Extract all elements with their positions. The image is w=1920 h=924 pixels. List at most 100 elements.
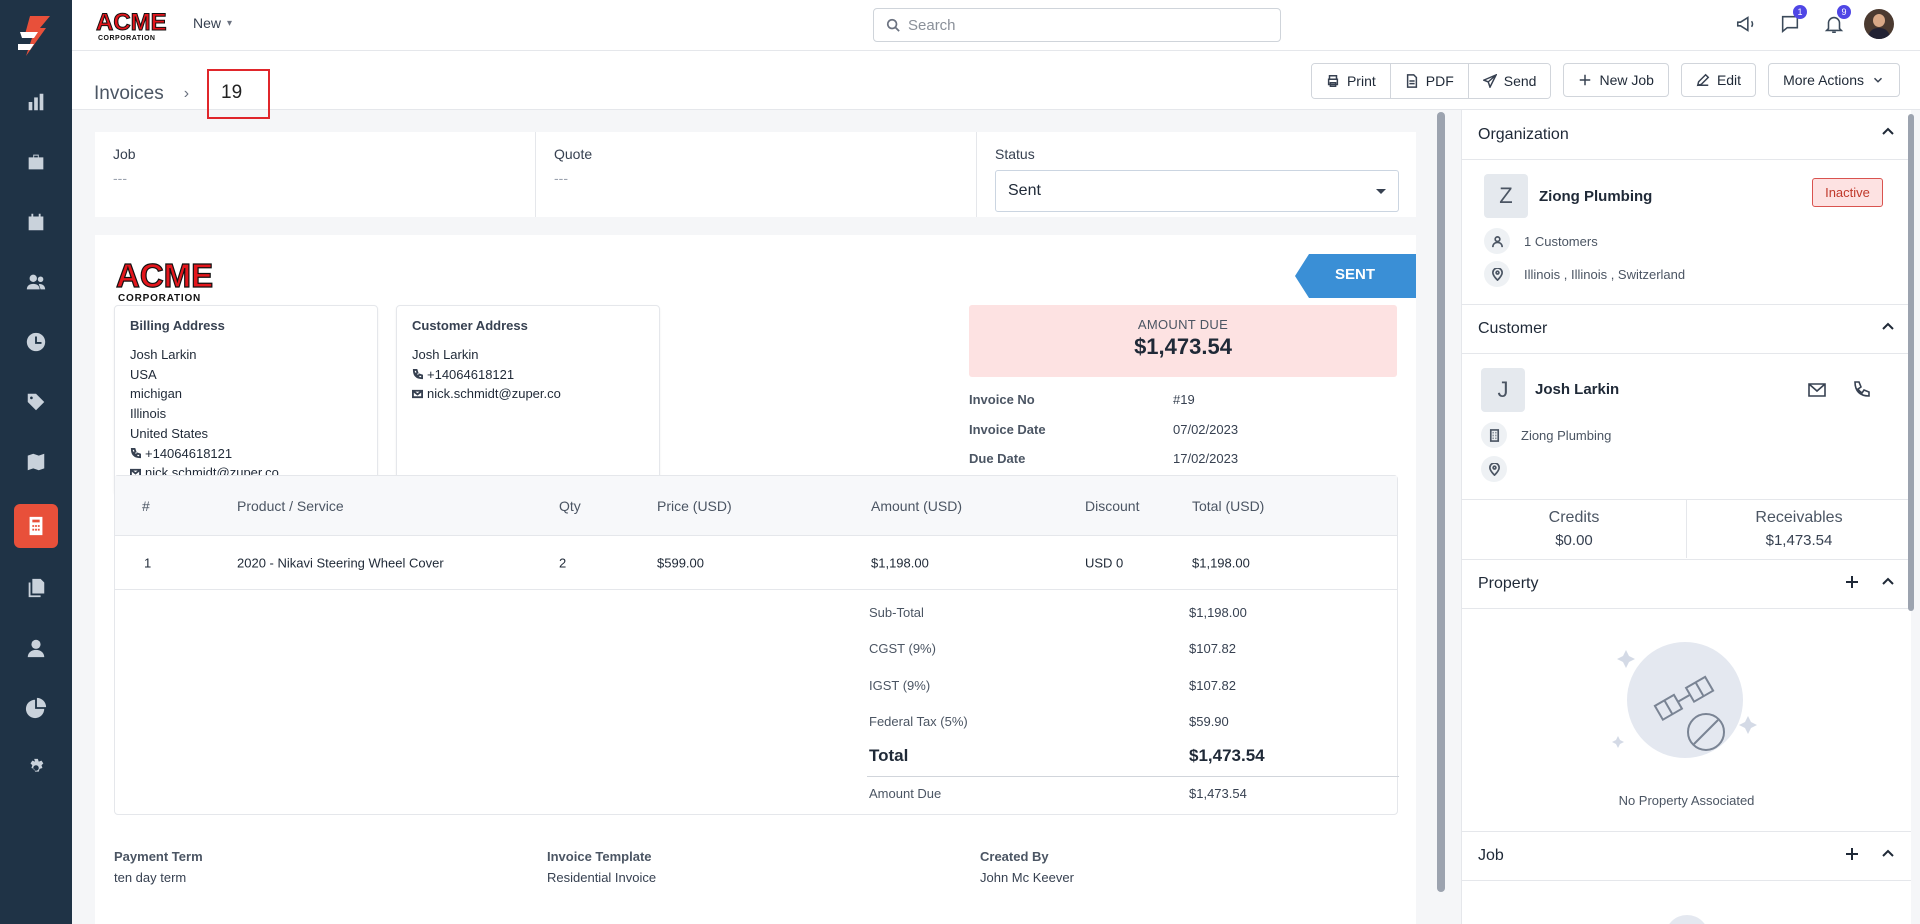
customer-address-title: Customer Address (412, 318, 528, 333)
send-icon (1482, 74, 1497, 88)
zuper-logo-icon[interactable] (16, 14, 56, 58)
customer-address-card: Customer Address Josh Larkin +1406461812… (396, 305, 660, 495)
print-button[interactable]: Print (1311, 64, 1390, 98)
customer-title: Customer (1478, 320, 1548, 337)
acme-logo[interactable]: ACME CORPORATION (94, 8, 174, 43)
col-discount: Discount (1085, 497, 1140, 514)
customer-address-name: Josh Larkin (412, 347, 479, 362)
location-pin-icon (1481, 456, 1507, 482)
add-job-icon[interactable] (1845, 847, 1859, 866)
col-qty: Qty (559, 497, 581, 514)
global-search[interactable] (873, 8, 1281, 42)
products-icon (27, 393, 45, 411)
invoices-icon (29, 516, 43, 536)
caret-down-icon (1376, 188, 1386, 194)
billing-address-card: Billing Address Josh Larkin USA michigan… (114, 305, 378, 495)
property-section-header[interactable]: Property (1462, 559, 1911, 609)
table-header: # Product / Service Qty Price (USD) Amou… (115, 476, 1397, 536)
chevron-right-icon: › (183, 85, 190, 102)
organization-customers-count: 1 Customers (1524, 233, 1598, 249)
customer-controls (1881, 320, 1895, 339)
nav-documents[interactable] (14, 566, 58, 610)
customer-financials: Credits $0.00 Receivables $1,473.54 (1462, 499, 1911, 558)
new-job-button[interactable]: New Job (1563, 63, 1669, 97)
nav-invoices[interactable] (14, 504, 58, 548)
credits-value: $0.00 (1555, 532, 1593, 549)
nav-calendar[interactable] (14, 200, 58, 244)
quote-field: Quote --- (536, 132, 977, 217)
svg-text:ACME: ACME (96, 9, 167, 36)
new-menu-button[interactable]: New ▾ (193, 15, 232, 31)
invoice-info: Invoice No #19 Invoice Date 07/02/2023 D… (969, 392, 1397, 481)
col-number: # (142, 497, 150, 514)
nav-products[interactable] (14, 380, 58, 424)
output-button-group: Print PDF Send (1310, 63, 1552, 99)
organization-controls (1881, 125, 1895, 144)
organization-section-header[interactable]: Organization (1462, 110, 1911, 160)
job-section-header[interactable]: Job (1462, 831, 1911, 881)
main-scrollbar[interactable] (1437, 112, 1445, 892)
organization-status-badge: Inactive (1812, 178, 1883, 207)
plus-icon (1580, 74, 1591, 86)
announcements-button[interactable] (1732, 9, 1760, 39)
property-controls (1845, 575, 1895, 594)
send-button[interactable]: Send (1467, 64, 1551, 98)
panel-scrollbar[interactable] (1908, 114, 1914, 611)
status-dropdown[interactable]: Sent (995, 170, 1399, 212)
nav-users[interactable] (14, 626, 58, 670)
nav-dashboard[interactable] (14, 80, 58, 124)
cgst-label: CGST (9%) (869, 641, 936, 656)
more-actions-button[interactable]: More Actions (1768, 63, 1900, 97)
chevron-up-icon[interactable] (1881, 320, 1895, 339)
row-number: 1 (144, 555, 152, 570)
nav-customers[interactable] (14, 260, 58, 304)
amount-due-row-label: Amount Due (869, 786, 942, 801)
notifications-button[interactable]: 9 (1820, 5, 1851, 39)
person-icon (1484, 228, 1510, 254)
organization-avatar: Z (1484, 174, 1528, 218)
payment-term-field: Payment Term ten day term (114, 849, 203, 885)
customer-section-header[interactable]: Customer (1462, 304, 1911, 354)
invoice-date-label: Invoice Date (969, 421, 1046, 437)
chevron-up-icon[interactable] (1881, 125, 1895, 144)
nav-map[interactable] (14, 440, 58, 484)
breadcrumb-invoices[interactable]: Invoices (94, 83, 164, 104)
customer-phone-row: +14064618121 (412, 365, 644, 385)
pdf-button[interactable]: PDF (1389, 64, 1468, 98)
nav-settings[interactable] (14, 746, 58, 790)
organization-location-row: Illinois , Illinois , Switzerland (1484, 261, 1685, 287)
search-icon (886, 18, 900, 32)
user-avatar[interactable] (1864, 9, 1894, 39)
customers-icon (26, 274, 46, 290)
megaphone-icon (1736, 16, 1754, 32)
subtotal-label: Sub-Total (869, 605, 924, 620)
customer-name[interactable]: Josh Larkin (1535, 381, 1620, 398)
col-price: Price (USD) (657, 497, 732, 514)
mail-icon (412, 385, 423, 399)
receivables-label: Receivables (1755, 509, 1843, 526)
edit-button[interactable]: Edit (1680, 63, 1757, 97)
document-icon (1406, 74, 1417, 88)
chevron-up-icon[interactable] (1881, 847, 1895, 866)
phone-icon[interactable] (1851, 380, 1871, 400)
printer-icon (1327, 75, 1339, 87)
details-panel: Organization Z Ziong Plumbing Inactive 1… (1461, 110, 1911, 924)
organization-name[interactable]: Ziong Plumbing (1539, 188, 1653, 205)
nav-jobs[interactable] (14, 140, 58, 184)
acme-invoice-logo: ACME CORPORATION (115, 257, 213, 303)
nav-timesheet[interactable] (14, 320, 58, 364)
search-input[interactable] (908, 16, 1248, 34)
property-title: Property (1478, 575, 1539, 592)
row-amount: $1,198.00 (871, 555, 929, 570)
mail-icon[interactable] (1807, 380, 1827, 400)
amount-due-box: AMOUNT DUE $1,473.54 (969, 305, 1397, 377)
nav-reports[interactable] (14, 686, 58, 730)
add-property-icon[interactable] (1845, 575, 1859, 594)
row-price: $599.00 (657, 555, 704, 570)
top-bar-icons: 1 9 (1732, 5, 1894, 39)
invoice-template-label: Invoice Template (547, 849, 652, 864)
chevron-down-icon (1873, 77, 1883, 83)
chevron-up-icon[interactable] (1881, 575, 1895, 594)
chat-button[interactable]: 1 (1776, 5, 1807, 39)
cgst-value: $107.82 (1189, 641, 1236, 656)
